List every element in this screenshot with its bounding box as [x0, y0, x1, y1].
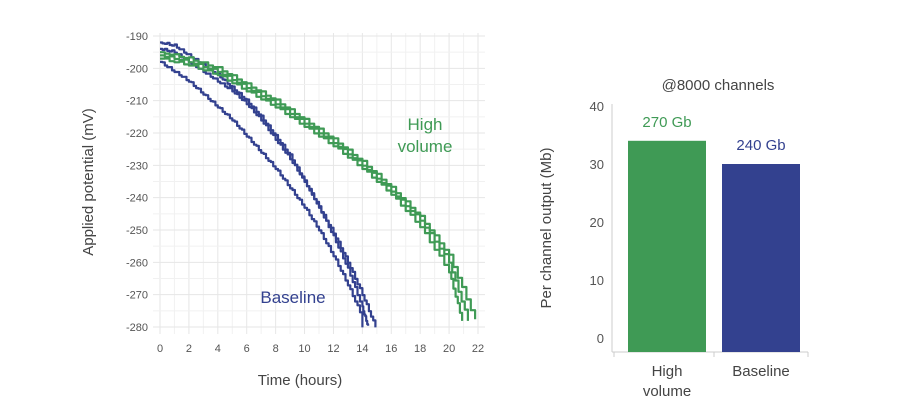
line-chart-x-axis-label: Time (hours) — [258, 372, 342, 389]
series-line-high-volume-3 — [160, 51, 477, 320]
bar-data-label: 270 Gb — [642, 114, 691, 131]
bar-y-tick-label: 20 — [590, 215, 604, 230]
line-chart-y-axis-label: Applied potential (mV) — [80, 108, 97, 256]
series-line-baseline-2 — [160, 60, 364, 328]
x-tick-label: 2 — [186, 343, 192, 355]
y-tick-label: -230 — [126, 160, 148, 172]
bar-chart-categories: High volume Baseline — [613, 352, 809, 400]
y-tick-label: -280 — [126, 322, 148, 334]
bar-data-label: 240 Gb — [736, 137, 785, 154]
y-tick-label: -200 — [126, 63, 148, 75]
bar-chart-title: @8000 channels — [662, 77, 775, 94]
bar-chart: @8000 channels Per channel output (Mb) 0… — [538, 77, 809, 400]
bar-category-label: High — [652, 363, 683, 380]
x-tick-label: 22 — [472, 343, 484, 355]
bar-y-tick-label: 40 — [590, 99, 604, 114]
bar-y-tick-label: 0 — [597, 331, 604, 346]
x-tick-label: 16 — [385, 343, 397, 355]
x-tick-label: 10 — [298, 343, 310, 355]
y-tick-label: -260 — [126, 257, 148, 269]
line-chart-y-ticks: -190 -200 -210 -220 -230 -240 -250 -260 -270 -280 — [126, 31, 148, 334]
line-chart-x-ticks: 0 2 4 6 8 10 12 14 16 18 20 22 — [157, 343, 484, 355]
y-tick-label: -240 — [126, 193, 148, 205]
annotation-baseline: Baseline — [260, 288, 325, 307]
x-tick-label: 4 — [215, 343, 221, 355]
bar-chart-y-ticks: 0 10 20 30 40 — [590, 99, 604, 346]
x-tick-label: 20 — [443, 343, 455, 355]
x-tick-label: 8 — [273, 343, 279, 355]
annotation-volume: volume — [398, 137, 453, 156]
bar-category-label: volume — [643, 383, 691, 400]
x-tick-label: 14 — [356, 343, 368, 355]
y-tick-label: -270 — [126, 290, 148, 302]
bar-category-label: Baseline — [732, 363, 790, 380]
series-line-high-volume-5 — [160, 57, 464, 321]
x-tick-label: 6 — [244, 343, 250, 355]
x-tick-label: 18 — [414, 343, 426, 355]
x-tick-label: 12 — [327, 343, 339, 355]
line-chart-series — [160, 41, 477, 328]
line-chart: 0 2 4 6 8 10 12 14 16 18 20 22 -190 -200 -210 -220 -230… — [80, 31, 485, 389]
y-tick-label: -250 — [126, 225, 148, 237]
bar-y-tick-label: 30 — [590, 157, 604, 172]
bar-chart-data-labels: 270 Gb 240 Gb — [642, 114, 785, 154]
y-tick-label: -210 — [126, 96, 148, 108]
bar-chart-y-axis-label: Per channel output (Mb) — [538, 148, 555, 309]
bar-y-tick-label: 10 — [590, 273, 604, 288]
bar-high-volume — [628, 140, 706, 352]
annotation-high: High — [408, 115, 443, 134]
bar-baseline — [722, 164, 800, 352]
x-tick-label: 0 — [157, 343, 163, 355]
y-tick-label: -220 — [126, 128, 148, 140]
bar-chart-bars — [628, 140, 800, 352]
y-tick-label: -190 — [126, 31, 148, 43]
